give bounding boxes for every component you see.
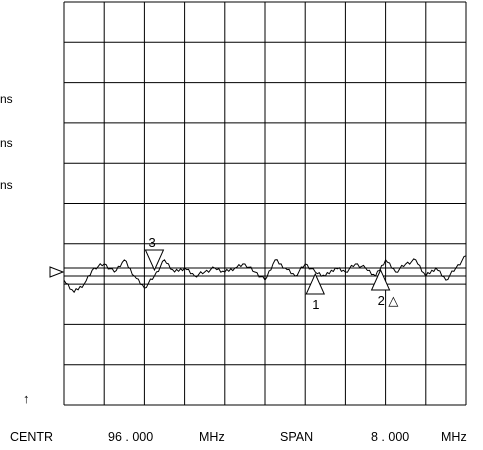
markers-layer: 1 2 △ 3: [144, 235, 399, 312]
marker-3-label: 3: [148, 235, 155, 250]
reference-lines: [49, 266, 466, 278]
scale-arrow-icon: ↑: [23, 391, 30, 406]
span-value: 8 . 000: [371, 430, 410, 444]
marker-3-triangle: [144, 249, 165, 272]
center-frequency-value: 96 . 000: [108, 430, 154, 444]
trace-layer: [63, 255, 467, 294]
marker-1-triangle: [305, 272, 326, 295]
span-label: SPAN: [280, 430, 314, 444]
y-tick-label-1: ns: [0, 92, 13, 106]
graticule: [63, 1, 467, 406]
y-tick-label-3: ns: [0, 178, 13, 192]
y-tick-label-2: ns: [0, 136, 13, 150]
marker-1-label: 1: [312, 297, 319, 312]
center-frequency-unit: MHz: [199, 430, 225, 444]
center-frequency-label: CENTR: [10, 430, 54, 444]
trace-series-1: [63, 255, 467, 294]
reference-level-indicator: [49, 266, 65, 278]
marker-2-triangle: [370, 268, 391, 291]
span-unit: MHz: [441, 430, 467, 444]
marker-2-label: 2 △: [378, 293, 399, 308]
